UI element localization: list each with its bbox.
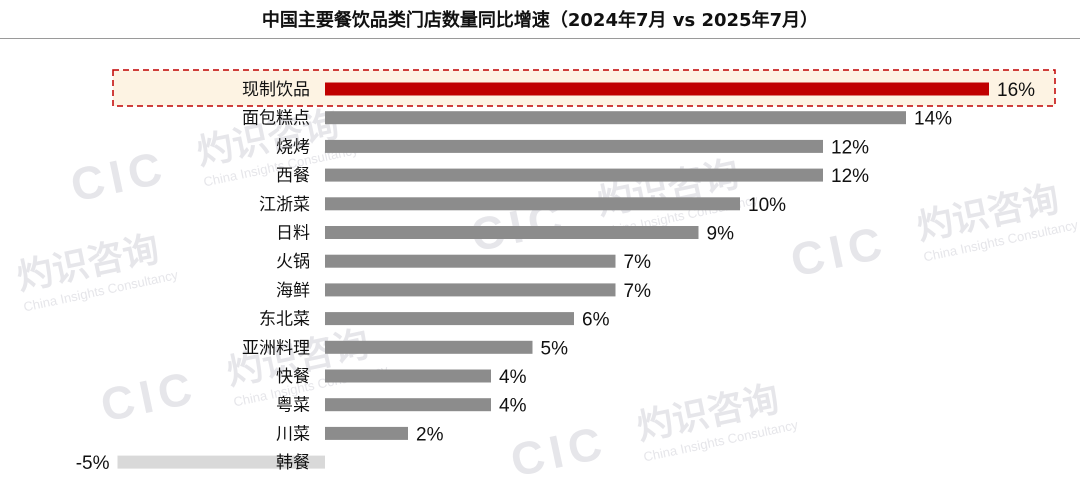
value-label: 4% xyxy=(499,396,527,417)
value-label: 12% xyxy=(831,166,869,187)
value-label: 7% xyxy=(624,252,652,273)
category-label: 烧烤 xyxy=(276,137,310,157)
value-label: 7% xyxy=(624,281,652,302)
bar-3 xyxy=(325,168,823,182)
bar-6 xyxy=(325,254,616,268)
watermark-logo-text: CIC xyxy=(96,361,202,432)
bar-9 xyxy=(325,340,533,354)
category-label: 亚洲料理 xyxy=(242,338,310,358)
category-label: 日料 xyxy=(276,224,310,244)
labels-layer: 现制饮品 16% 面包糕点 14% 烧烤 12% 西餐 12% 江浙菜 10% 日料 9% 火锅 7% 海鲜… xyxy=(76,80,1035,474)
category-label: 东北菜 xyxy=(259,310,310,330)
category-label: 西餐 xyxy=(276,166,310,186)
category-label: 粤菜 xyxy=(276,396,310,416)
watermark-logo-text: CIC xyxy=(506,416,612,486)
bars-layer xyxy=(117,82,989,469)
value-label: 10% xyxy=(748,195,786,216)
bar-10 xyxy=(325,369,491,383)
bar-8 xyxy=(325,312,574,326)
value-label: 9% xyxy=(707,224,735,245)
category-label: 面包糕点 xyxy=(242,109,310,129)
watermark-logo-text: CIC xyxy=(786,216,892,287)
category-label: 海鲜 xyxy=(276,281,310,301)
category-label: 现制饮品 xyxy=(242,80,310,100)
bar-0 xyxy=(325,82,989,96)
watermark-logo-text: CIC xyxy=(66,141,172,212)
bar-2 xyxy=(325,139,823,153)
category-label: 川菜 xyxy=(276,424,310,444)
bar-11 xyxy=(325,398,491,412)
value-label: 6% xyxy=(582,310,610,331)
bar-12 xyxy=(325,426,408,440)
category-label: 火锅 xyxy=(276,252,310,272)
bar-13 xyxy=(117,455,325,469)
chart-title: 中国主要餐饮品类门店数量同比增速（2024年7月 vs 2025年7月） xyxy=(261,10,819,31)
bar-5 xyxy=(325,226,699,239)
bar-4 xyxy=(325,197,740,211)
value-label: 12% xyxy=(831,137,869,158)
value-label: 4% xyxy=(499,367,527,388)
value-label: 16% xyxy=(997,80,1035,101)
value-label: -5% xyxy=(76,453,110,474)
bar-7 xyxy=(325,283,616,297)
value-label: 14% xyxy=(914,109,952,130)
category-label: 快餐 xyxy=(276,367,310,387)
bar-1 xyxy=(325,111,906,125)
value-label: 5% xyxy=(541,338,569,359)
title-divider xyxy=(0,38,1080,39)
category-label: 韩餐 xyxy=(276,453,310,473)
value-label: 2% xyxy=(416,424,444,445)
category-label: 江浙菜 xyxy=(259,195,310,215)
